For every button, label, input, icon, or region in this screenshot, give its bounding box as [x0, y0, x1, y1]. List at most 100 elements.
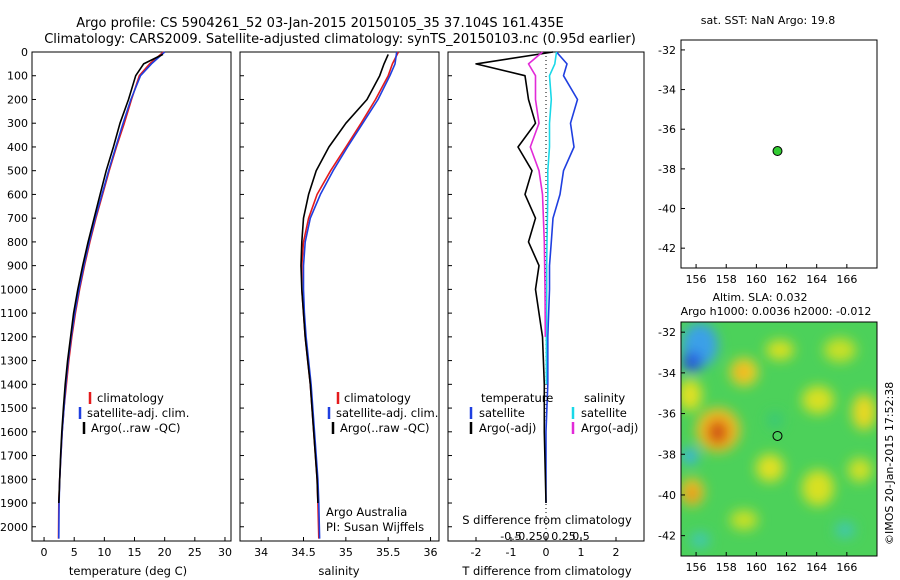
sla-map-axes [680, 321, 878, 557]
y-tick-label: 1300 [0, 355, 28, 368]
y-tick-label: -36 [658, 123, 676, 136]
sla-blob [824, 338, 856, 362]
sla-blob [730, 510, 758, 530]
x-tick-label: 166 [836, 561, 857, 574]
sla-blob-darkblue [682, 352, 702, 372]
x-tick-label: 25 [188, 546, 202, 559]
legend-label-temp-satellite: satellite [479, 406, 525, 420]
y-tick-label: 1900 [0, 497, 28, 510]
legend-label-sal-argo: Argo(-adj) [581, 421, 638, 435]
sla-blob-teal [767, 412, 783, 428]
x-tick-label: 35.5 [376, 546, 401, 559]
legend-label-satellite: satellite-adj. clim. [87, 406, 189, 420]
sla-blob [681, 379, 702, 411]
series-line-temperature-satellite [545, 51, 579, 503]
sla-blob [848, 458, 872, 482]
x-tick-label: 15 [128, 546, 142, 559]
legend-label-argo: Argo(..raw -QC) [340, 421, 430, 435]
sst-map-plot: 156 158 160 162 164 166 -32 -34 -36 -38 -40 -42 [658, 44, 857, 286]
sla-map-title-line1: Altim. SLA: 0.032 [712, 291, 807, 304]
y-tick-label: -34 [658, 84, 676, 97]
sla-map-plot: 156 158 160 162 164 166 -32 -34 -36 -38 -40 -42 [658, 326, 857, 574]
y-tick-label: 0 [21, 46, 28, 59]
series-line-argo-raw-qc- [300, 54, 389, 504]
legend-label-argo: Argo(..raw -QC) [91, 421, 181, 435]
x-tick-label-salinity: 0.25 [551, 530, 576, 543]
sst-map-title: sat. SST: NaN Argo: 19.8 [701, 14, 835, 27]
y-tick-label: 1400 [0, 378, 28, 391]
x-tick-label: 34.5 [291, 546, 316, 559]
series-line-temperature-argo-adj- [475, 51, 554, 504]
temperature-axes [31, 51, 232, 542]
x-tick-label: 35 [339, 546, 353, 559]
y-tick-label: 200 [7, 93, 28, 106]
series-line-satellite-adj-clim- [58, 51, 166, 539]
series-line-salinity-satellite [545, 51, 558, 385]
y-tick-label: -42 [658, 242, 676, 255]
x-tick-label-salinity: 0.5 [572, 530, 590, 543]
x-tick-label: 34 [254, 546, 268, 559]
y-tick-label: -34 [658, 367, 676, 380]
sla-blob [852, 394, 876, 430]
legend-label-satellite: satellite-adj. clim. [336, 406, 438, 420]
y-tick-label: 800 [7, 236, 28, 249]
salinity-plot: 34 34.5 35 35.5 36 [240, 51, 438, 559]
x-tick-label: 2 [613, 546, 620, 559]
difference-xlabel-top: S difference from climatology [462, 513, 632, 527]
y-tick-label: 1700 [0, 450, 28, 463]
x-tick-label-salinity: -0.5 [500, 530, 521, 543]
sla-blob [802, 386, 834, 414]
sla-heatmap [681, 322, 877, 556]
series-line-argo-raw-qc- [58, 53, 164, 504]
series-line-salinity-argo-adj- [527, 51, 547, 337]
credit-text: ©IMOS 20-Jan-2015 17:52:38 [883, 382, 896, 545]
difference-plot: -2 -1 0 1 2 -0.5-0.25 0 0.250.5 [448, 51, 620, 559]
x-tick-label: 30 [218, 546, 232, 559]
y-tick-label: 1100 [0, 307, 28, 320]
sla-blob-teal [835, 522, 855, 538]
x-tick-label: 36 [424, 546, 438, 559]
x-tick-label: -1 [506, 546, 517, 559]
sla-blob [687, 488, 697, 500]
y-tick-label: 600 [7, 188, 28, 201]
legend-title-salinity: salinity [584, 391, 625, 405]
x-tick-label: 0 [543, 546, 550, 559]
y-tick-label: 300 [7, 117, 28, 130]
legend-label-climatology: climatology [344, 391, 411, 405]
sla-blob-blue [682, 448, 698, 464]
x-tick-label: 160 [746, 561, 767, 574]
x-tick-label-salinity: -0.25 [514, 530, 542, 543]
y-tick-label: 1200 [0, 331, 28, 344]
x-tick-label: 162 [776, 561, 797, 574]
x-tick-label: 156 [686, 561, 707, 574]
legend-label-climatology: climatology [97, 391, 164, 405]
y-tick-label: 700 [7, 212, 28, 225]
legend-title-temperature: temperature [481, 391, 553, 405]
difference-xlabel: T difference from climatology [461, 564, 632, 578]
x-tick-label: 1 [578, 546, 585, 559]
y-tick-label: -40 [658, 489, 676, 502]
temperature-legend: climatology satellite-adj. clim. Argo(..… [78, 391, 189, 435]
y-tick-label: 100 [7, 70, 28, 83]
legend-label-temp-argo: Argo(-adj) [479, 421, 536, 435]
title-line2: Climatology: CARS2009. Satellite-adjuste… [44, 32, 636, 47]
y-tick-label: 1800 [0, 473, 28, 486]
salinity-legend: climatology satellite-adj. clim. Argo(..… [327, 391, 438, 435]
sla-blob [756, 454, 784, 482]
x-tick-label: 0 [41, 546, 48, 559]
y-tick-label: 1600 [0, 426, 28, 439]
y-tick-label: 400 [7, 141, 28, 154]
sla-map-title-line2: Argo h1000: 0.0036 h2000: -0.012 [681, 305, 872, 318]
x-tick-label: 158 [716, 273, 737, 286]
x-tick-label: 158 [716, 561, 737, 574]
y-tick-label: -36 [658, 408, 676, 421]
salinity-annotation-line2: PI: Susan Wijffels [326, 520, 424, 534]
x-tick-label: 20 [158, 546, 172, 559]
x-tick-label-salinity: 0 [543, 530, 550, 543]
x-tick-label: 164 [806, 273, 827, 286]
y-tick-label: 1500 [0, 402, 28, 415]
sla-blob-red [712, 426, 722, 440]
x-tick-label: 162 [776, 273, 797, 286]
y-tick-label: -42 [658, 530, 676, 543]
y-tick-label: -38 [658, 448, 676, 461]
